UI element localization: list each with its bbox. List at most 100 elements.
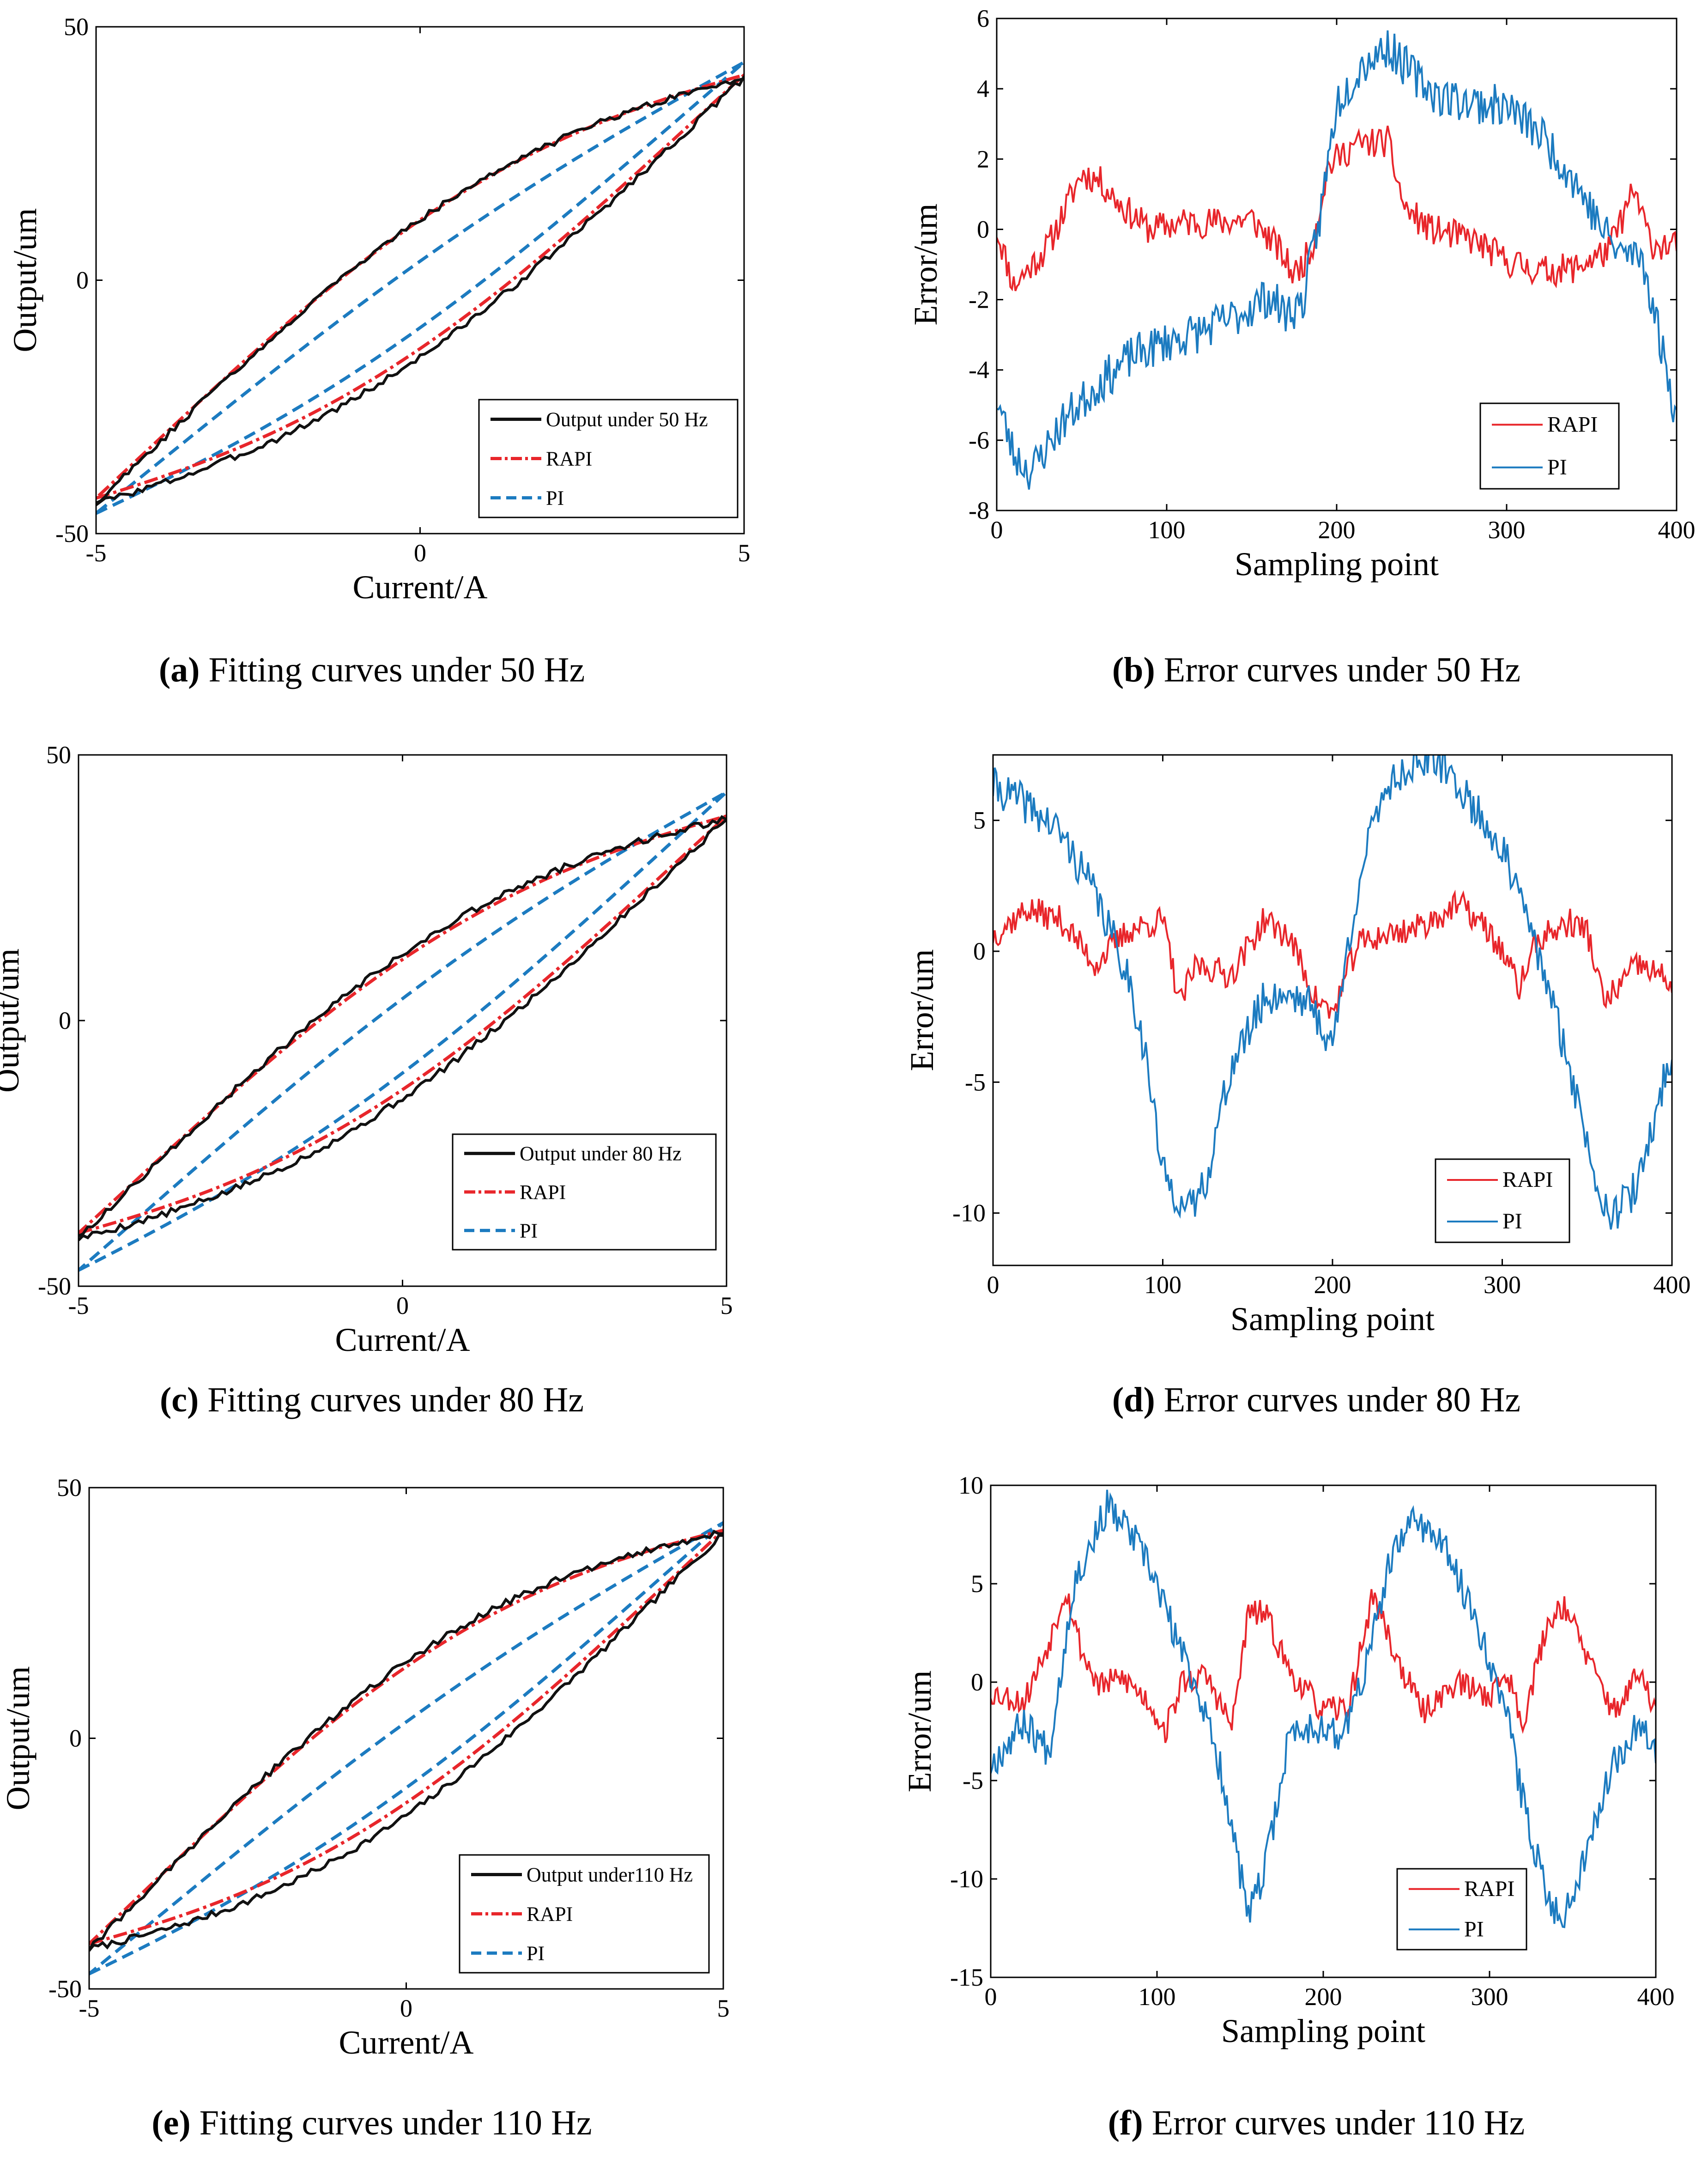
x-tick-label: 0 <box>396 1292 409 1319</box>
plot-area <box>96 61 744 515</box>
y-tick-label: -5 <box>965 1068 986 1096</box>
panel-caption: (d) Error curves under 80 Hz <box>1112 1380 1520 1419</box>
y-tick-label: -6 <box>969 426 989 454</box>
y-tick-label: -2 <box>969 286 989 314</box>
x-tick-label: 300 <box>1484 1271 1521 1299</box>
legend: Output under 50 Hz RAPI PI <box>478 399 739 518</box>
series-line-output <box>79 815 727 1241</box>
y-tick-label: 10 <box>958 1471 983 1499</box>
caption-text: Fitting curves under 110 Hz <box>191 2103 592 2142</box>
legend-box <box>1396 1868 1527 1951</box>
legend-label: RAPI <box>1547 412 1598 437</box>
caption-text: Fitting curves under 50 Hz <box>200 650 585 689</box>
legend-label: RAPI <box>527 1903 573 1926</box>
plot-frame <box>996 18 1678 511</box>
y-tick-label: 0 <box>76 267 89 294</box>
legend-label: RAPI <box>1502 1167 1553 1192</box>
caption-text: Error curves under 80 Hz <box>1155 1380 1520 1419</box>
legend-label: PI <box>527 1942 545 1965</box>
panel-d: 0 100 200 300 400 -10 -5 0 5 Sampling point Error/… <box>903 754 1691 1419</box>
panel-caption: (b) Error curves under 50 Hz <box>1112 650 1520 689</box>
plot-area <box>991 1489 1656 1928</box>
y-axis-label: Output/um <box>0 948 26 1093</box>
legend: RAPI PI <box>1479 402 1620 490</box>
y-tick-label: 50 <box>64 13 89 41</box>
plot-area <box>89 1521 723 1976</box>
legend-label: PI <box>546 487 564 510</box>
y-tick-label: -10 <box>952 1199 986 1227</box>
series-line-pi <box>991 1489 1656 1928</box>
y-tick-label: 2 <box>977 145 989 173</box>
legend: RAPI PI <box>1396 1868 1527 1951</box>
y-tick-label: -10 <box>950 1865 983 1893</box>
series-line-pi <box>997 30 1677 490</box>
x-tick-label: 5 <box>738 539 751 567</box>
panel-caption: (c) Fitting curves under 80 Hz <box>160 1380 584 1419</box>
caption-letter: (c) <box>160 1380 199 1419</box>
x-tick-label: 400 <box>1637 1983 1675 2011</box>
x-axis-label: Sampling point <box>1221 2012 1425 2049</box>
x-tick-label: -5 <box>86 539 107 567</box>
y-axis-label: Output/um <box>6 208 43 352</box>
plot-area <box>79 790 727 1272</box>
x-tick-label: 5 <box>717 1994 730 2022</box>
series-line-output <box>89 1529 723 1952</box>
x-axis-label: Sampling point <box>1235 546 1439 583</box>
caption-letter: (d) <box>1112 1380 1155 1419</box>
x-tick-label: 5 <box>721 1292 733 1319</box>
x-tick-label: -5 <box>79 1994 100 2022</box>
legend-label: RAPI <box>1464 1877 1514 1901</box>
y-tick-label: -50 <box>55 520 89 547</box>
series-line-rapi <box>997 125 1677 292</box>
x-tick-label: 0 <box>991 516 1003 544</box>
y-tick-label: -8 <box>969 497 989 524</box>
series-line-rapi <box>79 814 727 1235</box>
y-tick-label: 6 <box>977 5 989 32</box>
caption-letter: (a) <box>159 650 200 689</box>
x-tick-label: 0 <box>414 539 426 567</box>
y-tick-label: 5 <box>971 1570 983 1598</box>
plot-frame <box>78 754 727 1287</box>
caption-text: Error curves under 110 Hz <box>1143 2103 1525 2142</box>
y-tick-label: 50 <box>46 741 71 769</box>
panel-b: 0 100 200 300 400 -8 -6 -4 -2 0 2 4 6 Sampling point E… <box>907 5 1696 689</box>
legend-label: PI <box>1502 1209 1522 1234</box>
legend-label: PI <box>1464 1917 1484 1941</box>
series-line-pi <box>993 755 1672 1230</box>
legend: Output under 80 Hz RAPI PI <box>452 1133 717 1251</box>
x-tick-label: 0 <box>985 1983 997 2011</box>
y-tick-label: 0 <box>977 215 989 243</box>
x-axis-label: Current/A <box>353 569 488 606</box>
y-tick-label: 0 <box>59 1007 71 1034</box>
y-tick-label: -50 <box>38 1272 71 1300</box>
y-tick-label: 0 <box>971 1668 983 1696</box>
series-line-pi <box>96 61 744 515</box>
x-tick-label: 0 <box>987 1271 999 1299</box>
legend-label: RAPI <box>546 448 592 470</box>
y-tick-label: -4 <box>969 356 989 384</box>
series-line-rapi <box>993 889 1672 1019</box>
plot-area <box>997 30 1677 490</box>
y-tick-label: -50 <box>48 1975 82 2003</box>
y-axis-label: Error/um <box>903 949 940 1071</box>
x-axis-label: Current/A <box>335 1321 470 1358</box>
x-tick-label: -5 <box>68 1292 89 1319</box>
y-tick-label: -15 <box>950 1963 983 1991</box>
plot-frame <box>95 26 745 535</box>
y-axis-label: Error/um <box>901 1671 938 1793</box>
legend-label: PI <box>520 1219 538 1242</box>
y-tick-label: 5 <box>973 807 986 834</box>
x-tick-label: 300 <box>1488 516 1526 544</box>
y-tick-label: -5 <box>963 1767 983 1794</box>
series-line-pi <box>89 1521 723 1976</box>
x-axis-label: Sampling point <box>1230 1301 1435 1337</box>
panel-caption: (e) Fitting curves under 110 Hz <box>151 2103 592 2142</box>
legend-label: Output under 80 Hz <box>520 1143 682 1165</box>
y-axis-label: Error/um <box>907 204 944 326</box>
caption-text: Error curves under 50 Hz <box>1155 650 1520 689</box>
x-tick-label: 400 <box>1653 1271 1691 1299</box>
legend-label: Output under 50 Hz <box>546 408 708 431</box>
caption-letter: (b) <box>1112 650 1155 689</box>
